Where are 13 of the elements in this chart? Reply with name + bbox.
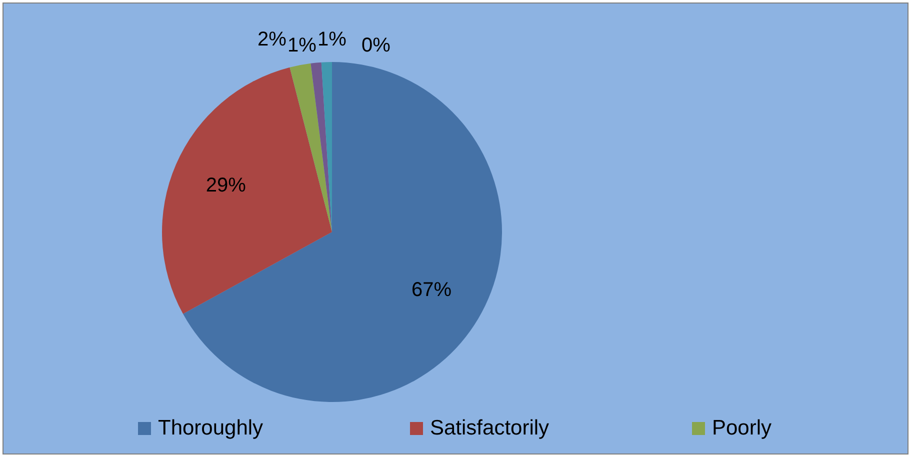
pie-slice xyxy=(310,62,332,232)
text: 0% xyxy=(362,34,390,56)
data-label: 2% xyxy=(258,28,287,50)
legend-label: Poorly xyxy=(712,416,772,440)
data-label: 1% xyxy=(318,28,347,50)
legend-label: Satisfactorily xyxy=(430,416,550,440)
pie-slice xyxy=(162,67,332,314)
pie-slice xyxy=(183,62,502,402)
data-label: 1% xyxy=(288,34,317,56)
legend-label: Thoroughly xyxy=(158,416,264,440)
data-label: 67% xyxy=(411,279,452,302)
pie-slice xyxy=(290,63,332,232)
data-label: 29% xyxy=(206,174,246,196)
